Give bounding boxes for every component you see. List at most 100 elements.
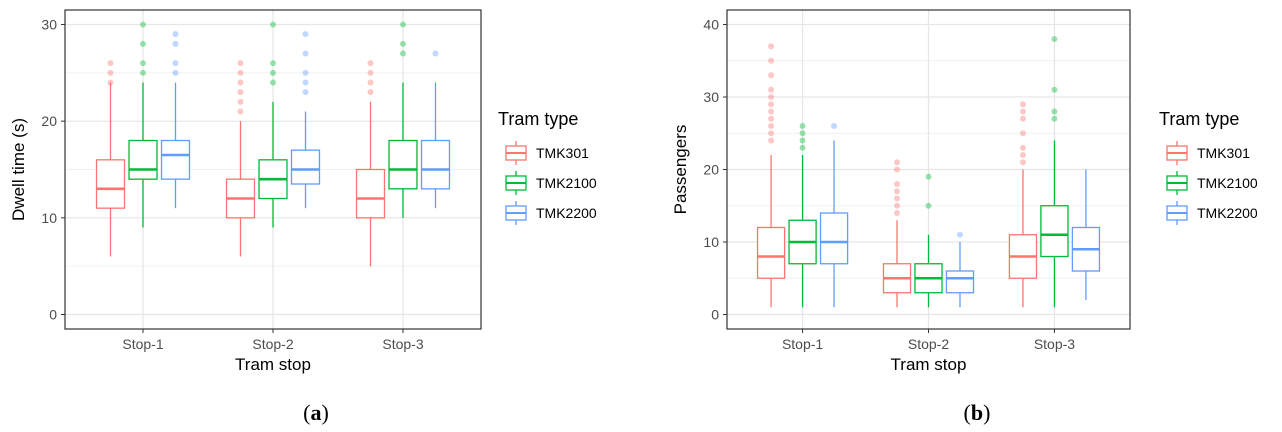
outlier-point: [140, 21, 146, 28]
outlier-point: [768, 57, 775, 64]
outlier-point: [768, 123, 775, 129]
legend-key-TMK301: TMK301: [505, 141, 589, 165]
outlier-point: [1051, 115, 1058, 122]
x-tick-label: Stop-3: [1034, 336, 1075, 352]
outlier-point: [302, 31, 309, 38]
y-axis-title: Dwell time (s): [9, 118, 28, 221]
x-axis-title: Tram stop: [235, 355, 311, 374]
outlier-point: [799, 130, 806, 137]
outlier-point: [768, 86, 775, 93]
outlier-point: [237, 60, 244, 67]
outlier-point: [1019, 144, 1026, 151]
outlier-point: [270, 21, 276, 28]
outlier-point: [107, 79, 114, 86]
box-body: [128, 139, 158, 180]
outlier-point: [107, 69, 114, 76]
y-tick-label: 40: [703, 17, 719, 33]
outlier-point: [172, 69, 179, 76]
panel-caption: (a): [303, 400, 329, 425]
box-body: [160, 139, 191, 180]
outlier-point: [956, 231, 963, 238]
box-body: [95, 159, 126, 209]
outlier-point: [172, 31, 179, 38]
outlier-point: [237, 89, 244, 96]
legend-label: TMK2200: [1197, 205, 1258, 221]
x-axis-title: Tram stop: [891, 355, 967, 374]
box-TMK2200-Stop-2: [290, 31, 321, 209]
legend-label: TMK301: [1197, 145, 1250, 161]
box-TMK2200-Stop-3: [420, 50, 451, 209]
x-tick-label: Stop-1: [782, 336, 823, 352]
legend-key-TMK2200: TMK2200: [1166, 201, 1258, 225]
outlier-point: [768, 43, 775, 50]
outlier-point: [302, 89, 309, 96]
box-body: [290, 149, 321, 185]
outlier-point: [302, 50, 309, 57]
box-TMK2100-Stop-2: [258, 21, 288, 228]
y-tick-label: 30: [703, 89, 719, 105]
outlier-point: [400, 21, 406, 28]
outlier-point: [140, 40, 146, 47]
box-TMK301-Stop-1: [95, 60, 126, 257]
outlier-point: [799, 144, 806, 151]
box-body: [355, 168, 386, 219]
outlier-point: [237, 79, 244, 86]
outlier-point: [1019, 115, 1026, 122]
outlier-point: [237, 98, 244, 105]
outlier-point: [894, 195, 901, 202]
outlier-point: [894, 166, 901, 173]
box-TMK2200-Stop-1: [819, 123, 849, 308]
outlier-point: [237, 108, 244, 115]
box-TMK301-Stop-3: [1008, 101, 1038, 308]
outlier-point: [799, 123, 806, 129]
x-tick-label: Stop-2: [908, 336, 949, 352]
chart-panel-b: 0 10 20 30 40 Stop-1 Stop-2 Stop-3 Tram stop Pass…: [671, 9, 1258, 425]
box-TMK301-Stop-1: [756, 43, 786, 308]
outlier-point: [367, 89, 374, 96]
x-tick-label: Stop-2: [252, 336, 293, 352]
outlier-point: [894, 181, 901, 187]
y-tick-label: 0: [49, 307, 57, 323]
outlier-point: [1051, 108, 1058, 115]
outlier-point: [799, 137, 806, 144]
outlier-point: [768, 108, 775, 115]
outlier-point: [367, 60, 374, 67]
x-tick-label: Stop-3: [382, 336, 423, 352]
outlier-point: [1051, 86, 1058, 93]
outlier-point: [894, 159, 901, 166]
legend-key-TMK2200: TMK2200: [505, 201, 597, 225]
box-TMK2100-Stop-3: [388, 21, 418, 218]
outlier-point: [270, 60, 276, 67]
box-TMK2100-Stop-3: [1040, 36, 1069, 308]
outlier-point: [768, 101, 775, 108]
y-tick-label: 10: [703, 234, 719, 250]
legend-key-TMK2100: TMK2100: [1166, 171, 1258, 195]
outlier-point: [367, 69, 374, 76]
legend: Tram type TMK301 TMK2100 TMK2200: [498, 109, 597, 225]
y-axis-title: Passengers: [671, 125, 690, 215]
outlier-point: [400, 40, 406, 47]
outlier-point: [768, 130, 775, 137]
box-TMK301-Stop-2: [225, 60, 256, 257]
y-tick-label: 20: [41, 113, 57, 129]
outlier-point: [270, 69, 276, 76]
box-body: [388, 139, 418, 190]
outlier-point: [1019, 152, 1026, 158]
outlier-point: [768, 94, 775, 100]
outlier-point: [140, 69, 146, 76]
outlier-point: [768, 115, 775, 122]
outlier-point: [172, 60, 179, 67]
legend-label: TMK2100: [536, 175, 597, 191]
outlier-point: [367, 79, 374, 86]
legend-key-TMK2100: TMK2100: [505, 171, 597, 195]
y-tick-label: 10: [41, 210, 57, 226]
box-TMK2200-Stop-1: [160, 31, 191, 209]
chart-panel-a: 0 10 20 30 Stop-1 Stop-2 Stop-3 Tram stop Dwell …: [9, 9, 597, 425]
box-body: [1040, 205, 1069, 258]
legend-label: TMK2200: [536, 205, 597, 221]
box-body: [819, 212, 849, 265]
box-TMK2100-Stop-1: [128, 21, 158, 228]
y-tick-label: 0: [711, 307, 719, 323]
outlier-point: [831, 123, 838, 129]
outlier-point: [768, 72, 775, 79]
